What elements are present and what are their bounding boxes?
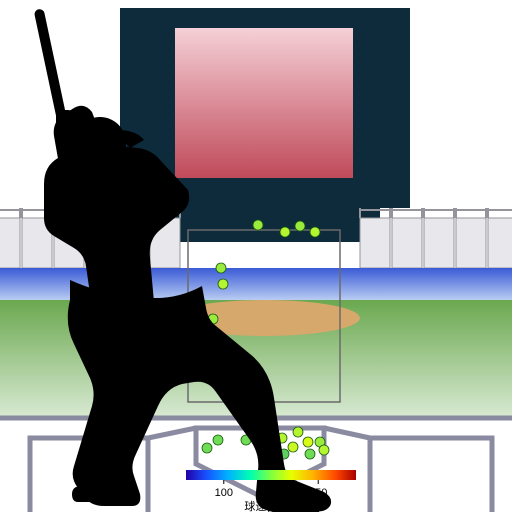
svg-text:球速(km/h): 球速(km/h) bbox=[244, 499, 297, 512]
pitch-marker bbox=[253, 220, 263, 230]
pitch-marker bbox=[305, 449, 315, 459]
pitch-marker bbox=[319, 445, 329, 455]
pitch-marker bbox=[213, 435, 223, 445]
pitch-marker bbox=[303, 437, 313, 447]
pitch-marker bbox=[218, 279, 228, 289]
pitch-marker bbox=[280, 227, 290, 237]
pitch-marker bbox=[295, 221, 305, 231]
svg-text:150: 150 bbox=[309, 487, 327, 499]
pitch-location-chart: 100 150 球速(km/h) bbox=[0, 0, 512, 512]
pitch-marker bbox=[202, 443, 212, 453]
pitch-marker bbox=[288, 442, 298, 452]
pitch-marker bbox=[216, 263, 226, 273]
pitch-marker bbox=[293, 427, 303, 437]
pitch-marker bbox=[310, 227, 320, 237]
svg-text:100: 100 bbox=[215, 487, 233, 499]
